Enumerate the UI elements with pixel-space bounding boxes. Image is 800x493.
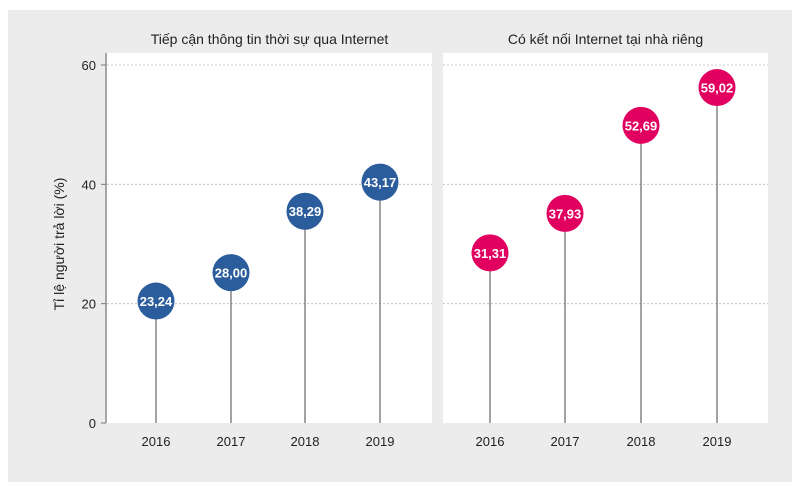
lollipop-marker — [622, 106, 660, 144]
x-tick-label: 2019 — [366, 434, 395, 449]
x-tick-label: 2017 — [551, 434, 580, 449]
data-label: 52,69 — [625, 118, 658, 133]
y-tick-label: 40 — [82, 177, 96, 192]
lollipop-marker — [286, 192, 324, 230]
x-tick-label: 2017 — [217, 434, 246, 449]
data-label: 31,31 — [474, 246, 507, 261]
lollipop-marker — [212, 254, 250, 292]
y-tick-label: 60 — [82, 58, 96, 73]
lollipop-marker — [546, 194, 584, 232]
x-tick-label: 2018 — [627, 434, 656, 449]
data-label: 59,02 — [701, 81, 734, 96]
y-tick-label: 0 — [89, 416, 96, 431]
x-tick-label: 2016 — [476, 434, 505, 449]
data-label: 23,24 — [140, 294, 173, 309]
data-label: 37,93 — [549, 206, 582, 221]
panel-2: Có kết nối Internet tại nhà riêng 31,31 20… — [443, 31, 768, 449]
data-label: 43,17 — [364, 175, 397, 190]
panel-1: Tiếp cận thông tin thời sự qua Internet 0… — [82, 31, 432, 449]
plot-area — [107, 53, 432, 423]
lollipop-marker — [698, 69, 736, 107]
x-tick-label: 2018 — [291, 434, 320, 449]
y-tick-label: 20 — [82, 297, 96, 312]
panel-title: Có kết nối Internet tại nhà riêng — [508, 31, 703, 47]
data-label: 28,00 — [215, 266, 248, 281]
lollipop-marker — [471, 234, 509, 272]
panel-title: Tiếp cận thông tin thời sự qua Internet — [151, 31, 389, 47]
lollipop-marker — [137, 282, 175, 320]
lollipop-marker — [361, 163, 399, 201]
y-axis-label: Tỉ lệ người trả lời (%) — [51, 178, 67, 311]
x-tick-label: 2016 — [142, 434, 171, 449]
x-tick-label: 2019 — [703, 434, 732, 449]
data-label: 38,29 — [289, 204, 322, 219]
